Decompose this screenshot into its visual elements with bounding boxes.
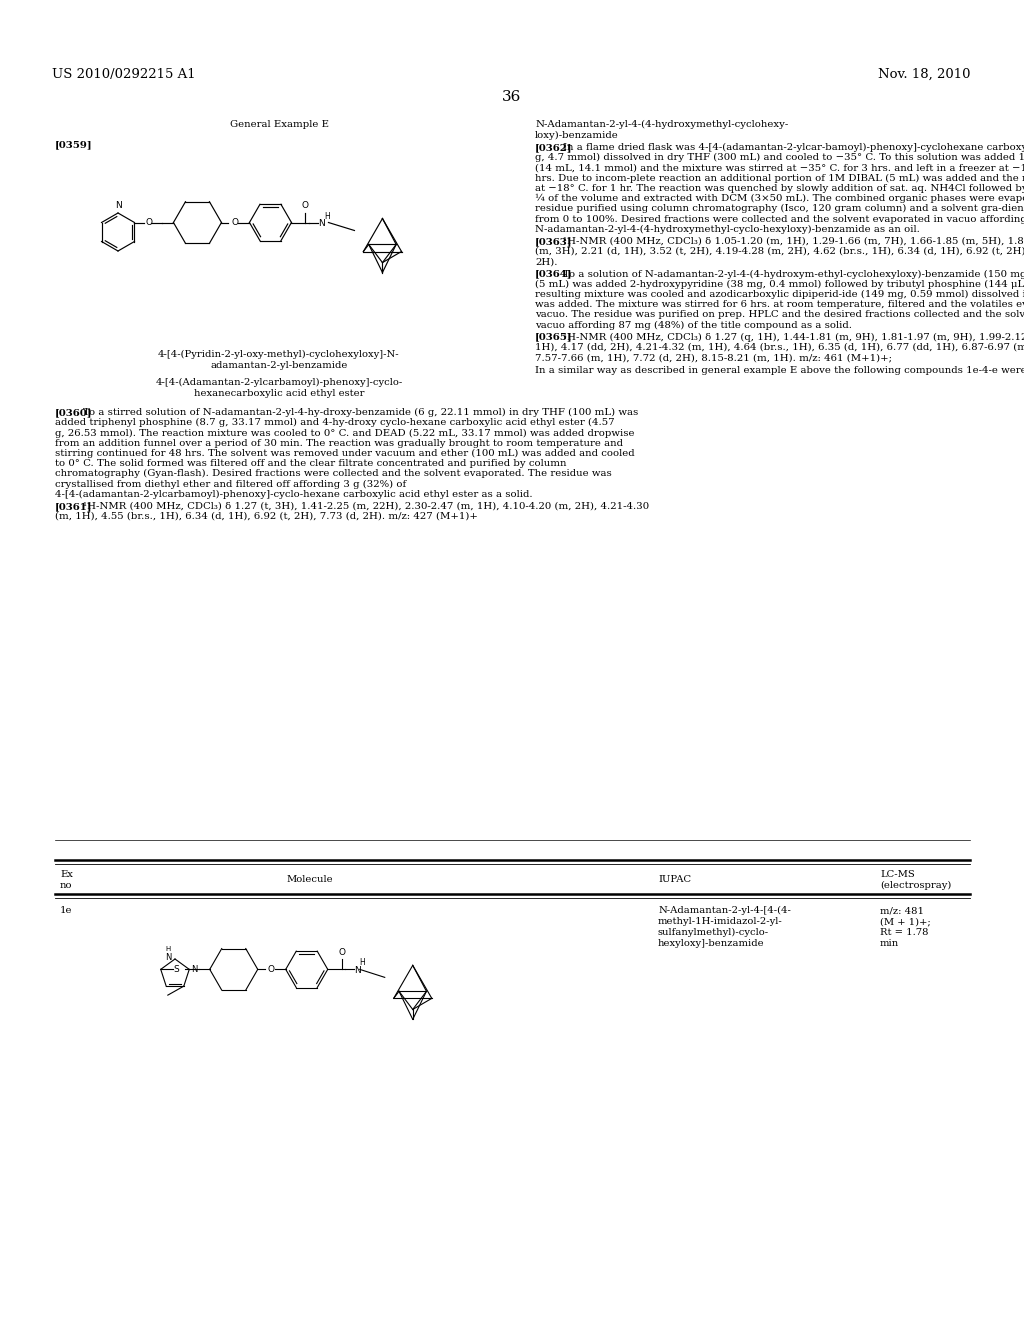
Text: [0359]: [0359] bbox=[55, 140, 92, 149]
Text: 4-[4-(Adamantan-2-ylcarbamoyl)-phenoxy]-cyclo-: 4-[4-(Adamantan-2-ylcarbamoyl)-phenoxy]-… bbox=[156, 378, 402, 387]
Text: S: S bbox=[174, 965, 179, 974]
Text: [0365]: [0365] bbox=[535, 333, 572, 342]
Text: N: N bbox=[165, 953, 171, 961]
Text: Ex: Ex bbox=[60, 870, 73, 879]
Text: N-adamantan-2-yl-4-(4-hydroxymethyl-cyclo-hexyloxy)-benzamide as an oil.: N-adamantan-2-yl-4-(4-hydroxymethyl-cycl… bbox=[535, 224, 920, 234]
Text: g, 4.7 mmol) dissolved in dry THF (300 mL) and cooled to −35° C. To this solutio: g, 4.7 mmol) dissolved in dry THF (300 m… bbox=[535, 153, 1024, 162]
Text: g, 26.53 mmol). The reaction mixture was cooled to 0° C. and DEAD (5.22 mL, 33.1: g, 26.53 mmol). The reaction mixture was… bbox=[55, 429, 635, 437]
Text: Nov. 18, 2010: Nov. 18, 2010 bbox=[878, 69, 970, 81]
Text: In a flame dried flask was 4-[4-(adamantan-2-ylcar-bamoyl)-phenoxy]-cyclohexane : In a flame dried flask was 4-[4-(adamant… bbox=[563, 143, 1024, 152]
Text: General Example E: General Example E bbox=[229, 120, 329, 129]
Text: (m, 1H), 4.55 (br.s., 1H), 6.34 (d, 1H), 6.92 (t, 2H), 7.73 (d, 2H). m/z: 427 (M: (m, 1H), 4.55 (br.s., 1H), 6.34 (d, 1H),… bbox=[55, 512, 478, 521]
Text: To a solution of N-adamantan-2-yl-4-(4-hydroxym-ethyl-cyclohexyloxy)-benzamide (: To a solution of N-adamantan-2-yl-4-(4-h… bbox=[563, 269, 1024, 279]
Text: (M + 1)+;: (M + 1)+; bbox=[880, 917, 931, 927]
Text: ¹H-NMR (400 MHz, CDCl₃) δ 1.27 (t, 3H), 1.41-2.25 (m, 22H), 2.30-2.47 (m, 1H), 4: ¹H-NMR (400 MHz, CDCl₃) δ 1.27 (t, 3H), … bbox=[83, 502, 649, 511]
Text: residue purified using column chromatography (Isco, 120 gram column) and a solve: residue purified using column chromatogr… bbox=[535, 205, 1024, 214]
Text: loxy)-benzamide: loxy)-benzamide bbox=[535, 131, 618, 140]
Text: LC-MS: LC-MS bbox=[880, 870, 914, 879]
Text: at −18° C. for 1 hr. The reaction was quenched by slowly addition of sat. aq. NH: at −18° C. for 1 hr. The reaction was qu… bbox=[535, 183, 1024, 193]
Text: In a similar way as described in general example E above the following compounds: In a similar way as described in general… bbox=[535, 366, 1024, 375]
Text: O: O bbox=[267, 965, 274, 974]
Text: min: min bbox=[880, 939, 899, 948]
Text: chromatography (Gyan-flash). Desired fractions were collected and the solvent ev: chromatography (Gyan-flash). Desired fra… bbox=[55, 469, 611, 478]
Text: US 2010/0292215 A1: US 2010/0292215 A1 bbox=[52, 69, 196, 81]
Text: N: N bbox=[353, 966, 360, 975]
Text: stirring continued for 48 hrs. The solvent was removed under vacuum and ether (1: stirring continued for 48 hrs. The solve… bbox=[55, 449, 635, 458]
Text: 4-[4-(Pyridin-2-yl-oxy-methyl)-cyclohexyloxy]-N-: 4-[4-(Pyridin-2-yl-oxy-methyl)-cyclohexy… bbox=[158, 350, 399, 359]
Text: To a stirred solution of N-adamantan-2-yl-4-hy-droxy-benzamide (6 g, 22.11 mmol): To a stirred solution of N-adamantan-2-y… bbox=[83, 408, 639, 417]
Text: O: O bbox=[338, 948, 345, 957]
Text: [0362]: [0362] bbox=[535, 143, 572, 152]
Text: hexanecarboxylic acid ethyl ester: hexanecarboxylic acid ethyl ester bbox=[194, 389, 365, 399]
Text: O: O bbox=[231, 218, 239, 227]
Text: ¹H-NMR (400 MHz, CDCl₃) δ 1.05-1.20 (m, 1H), 1.29-1.66 (m, 7H), 1.66-1.85 (m, 5H: ¹H-NMR (400 MHz, CDCl₃) δ 1.05-1.20 (m, … bbox=[563, 236, 1024, 246]
Text: hrs. Due to incom-plete reaction an additional portion of 1M DIBAL (5 mL) was ad: hrs. Due to incom-plete reaction an addi… bbox=[535, 174, 1024, 182]
Text: H: H bbox=[325, 213, 330, 220]
Text: N: N bbox=[115, 201, 122, 210]
Text: vacuo affording 87 mg (48%) of the title compound as a solid.: vacuo affording 87 mg (48%) of the title… bbox=[535, 321, 852, 330]
Text: ¹H-NMR (400 MHz, CDCl₃) δ 1.27 (q, 1H), 1.44-1.81 (m, 9H), 1.81-1.97 (m, 9H), 1.: ¹H-NMR (400 MHz, CDCl₃) δ 1.27 (q, 1H), … bbox=[563, 333, 1024, 342]
Text: (electrospray): (electrospray) bbox=[880, 880, 951, 890]
Text: vacuo. The residue was purified on prep. HPLC and the desired fractions collecte: vacuo. The residue was purified on prep.… bbox=[535, 310, 1024, 319]
Text: 2H).: 2H). bbox=[535, 257, 557, 267]
Text: 1H), 4.17 (dd, 2H), 4.21-4.32 (m, 1H), 4.64 (br.s., 1H), 6.35 (d, 1H), 6.77 (dd,: 1H), 4.17 (dd, 2H), 4.21-4.32 (m, 1H), 4… bbox=[535, 343, 1024, 352]
Text: resulting mixture was cooled and azodicarboxylic dipiperid-ide (149 mg, 0.59 mmo: resulting mixture was cooled and azodica… bbox=[535, 290, 1024, 298]
Text: Molecule: Molecule bbox=[287, 875, 334, 884]
Text: 7.57-7.66 (m, 1H), 7.72 (d, 2H), 8.15-8.21 (m, 1H). m/z: 461 (M+1)+;: 7.57-7.66 (m, 1H), 7.72 (d, 2H), 8.15-8.… bbox=[535, 352, 892, 362]
Text: N: N bbox=[318, 219, 326, 228]
Text: 1e: 1e bbox=[60, 906, 73, 915]
Text: O: O bbox=[145, 218, 153, 227]
Text: [0361]: [0361] bbox=[55, 502, 92, 511]
Text: methyl-1H-imidazol-2-yl-: methyl-1H-imidazol-2-yl- bbox=[658, 917, 782, 927]
Text: O: O bbox=[302, 202, 309, 210]
Text: sulfanylmethyl)-cyclo-: sulfanylmethyl)-cyclo- bbox=[658, 928, 769, 937]
Text: (14 mL, 14.1 mmol) and the mixture was stirred at −35° C. for 3 hrs. and left in: (14 mL, 14.1 mmol) and the mixture was s… bbox=[535, 164, 1024, 173]
Text: H: H bbox=[166, 946, 171, 952]
Text: 4-[4-(adamantan-2-ylcarbamoyl)-phenoxy]-cyclo-hexane carboxylic acid ethyl ester: 4-[4-(adamantan-2-ylcarbamoyl)-phenoxy]-… bbox=[55, 490, 532, 499]
Text: N-Adamantan-2-yl-4-[4-(4-: N-Adamantan-2-yl-4-[4-(4- bbox=[658, 906, 791, 915]
Text: m/z: 481: m/z: 481 bbox=[880, 906, 924, 915]
Text: (m, 3H), 2.21 (d, 1H), 3.52 (t, 2H), 4.19-4.28 (m, 2H), 4.62 (br.s., 1H), 6.34 (: (m, 3H), 2.21 (d, 1H), 3.52 (t, 2H), 4.1… bbox=[535, 247, 1024, 256]
Text: from 0 to 100%. Desired fractions were collected and the solvent evaporated in v: from 0 to 100%. Desired fractions were c… bbox=[535, 214, 1024, 223]
Text: [0364]: [0364] bbox=[535, 269, 572, 279]
Text: ¼ of the volume and extracted with DCM (3×50 mL). The combined organic phases we: ¼ of the volume and extracted with DCM (… bbox=[535, 194, 1024, 203]
Text: no: no bbox=[60, 880, 73, 890]
Text: was added. The mixture was stirred for 6 hrs. at room temperature, filtered and : was added. The mixture was stirred for 6… bbox=[535, 300, 1024, 309]
Text: IUPAC: IUPAC bbox=[658, 875, 691, 884]
Text: adamantan-2-yl-benzamide: adamantan-2-yl-benzamide bbox=[210, 360, 348, 370]
Text: N-Adamantan-2-yl-4-(4-hydroxymethyl-cyclohexy-: N-Adamantan-2-yl-4-(4-hydroxymethyl-cycl… bbox=[535, 120, 788, 129]
Text: N: N bbox=[191, 965, 198, 974]
Text: to 0° C. The solid formed was filtered off and the clear filtrate concentrated a: to 0° C. The solid formed was filtered o… bbox=[55, 459, 566, 469]
Text: [0360]: [0360] bbox=[55, 408, 92, 417]
Text: added triphenyl phosphine (8.7 g, 33.17 mmol) and 4-hy-droxy cyclo-hexane carbox: added triphenyl phosphine (8.7 g, 33.17 … bbox=[55, 418, 614, 428]
Text: Rt = 1.78: Rt = 1.78 bbox=[880, 928, 929, 937]
Text: crystallised from diethyl ether and filtered off affording 3 g (32%) of: crystallised from diethyl ether and filt… bbox=[55, 479, 407, 488]
Text: [0363]: [0363] bbox=[535, 236, 572, 246]
Text: from an addition funnel over a period of 30 min. The reaction was gradually brou: from an addition funnel over a period of… bbox=[55, 438, 623, 447]
Text: 36: 36 bbox=[503, 90, 521, 104]
Text: (5 mL) was added 2-hydroxypyridine (38 mg, 0.4 mmol) followed by tributyl phosph: (5 mL) was added 2-hydroxypyridine (38 m… bbox=[535, 280, 1024, 289]
Text: H: H bbox=[359, 958, 366, 966]
Text: hexyloxy]-benzamide: hexyloxy]-benzamide bbox=[658, 939, 765, 948]
